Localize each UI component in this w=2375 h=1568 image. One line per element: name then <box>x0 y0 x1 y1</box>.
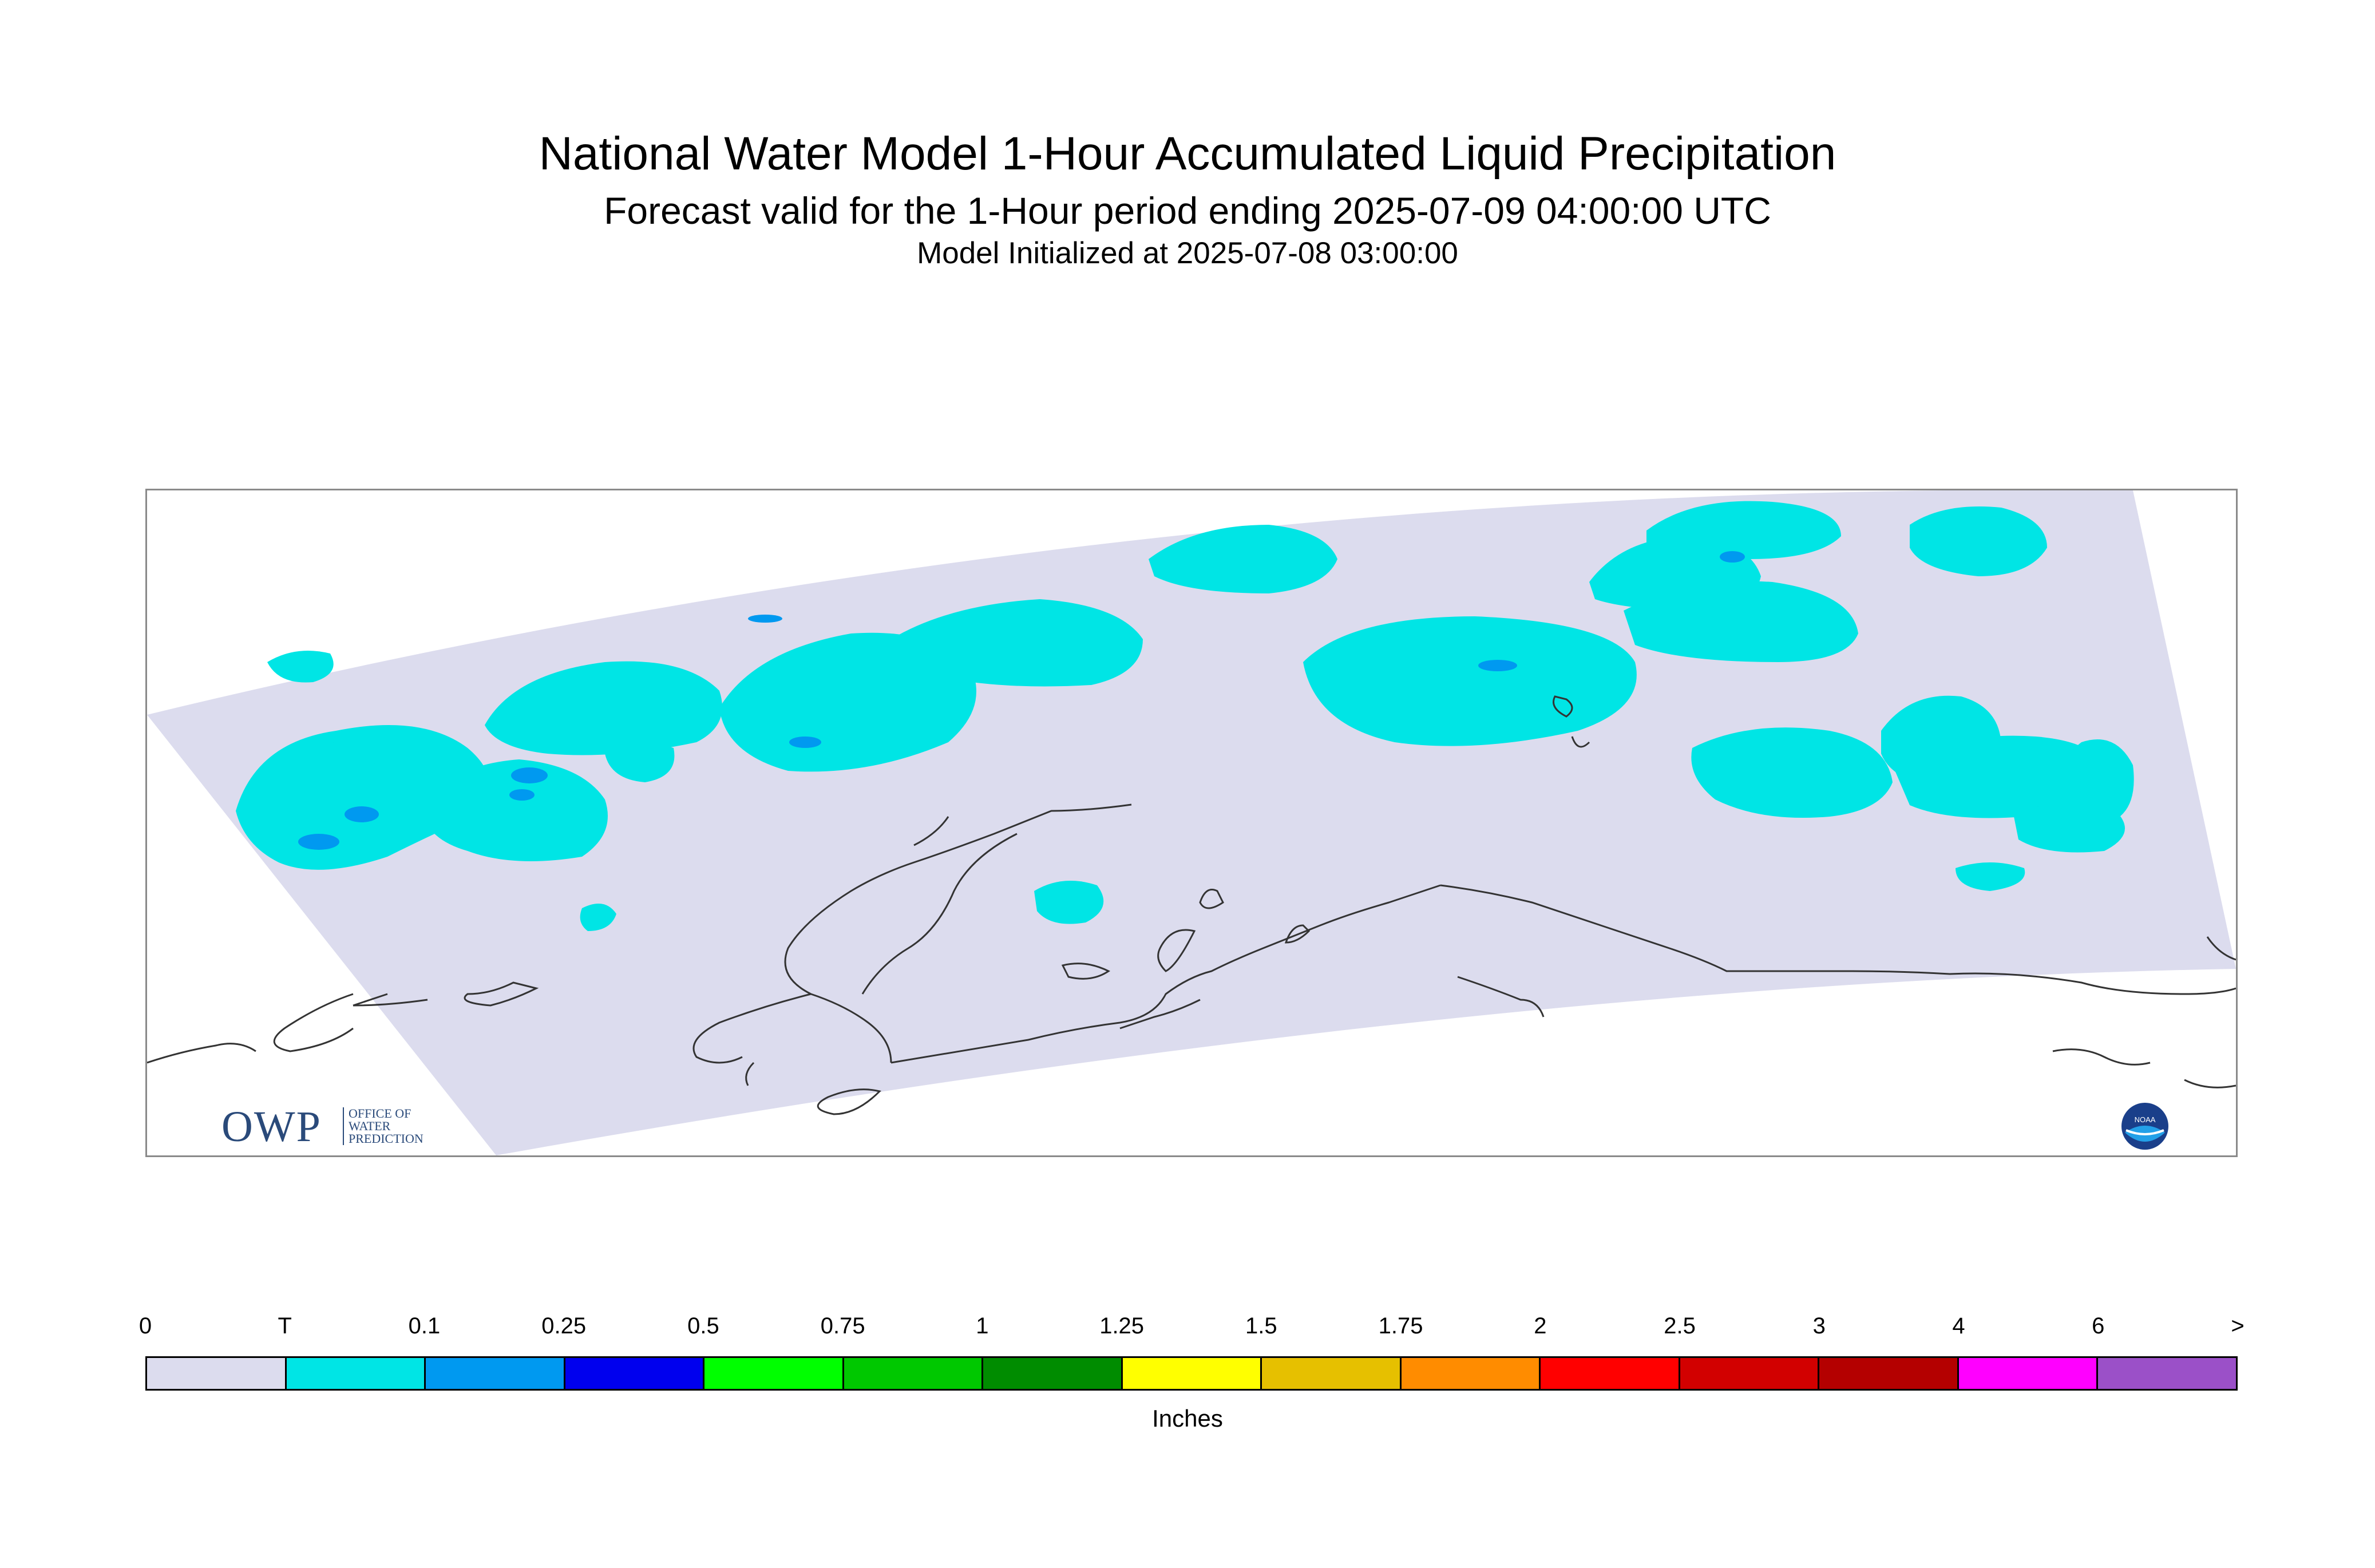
legend-tick-label: > <box>2231 1313 2245 1339</box>
legend-swatch <box>565 1358 705 1389</box>
map-title: National Water Model 1-Hour Accumulated … <box>539 128 1836 180</box>
noaa-logo-text: NOAA <box>2135 1115 2156 1124</box>
legend-swatch <box>1680 1358 1820 1389</box>
noaa-logo-icon: NOAA <box>2121 1103 2168 1150</box>
legend-swatch <box>704 1358 844 1389</box>
legend-tick-label: 1 <box>976 1313 989 1339</box>
legend-swatch <box>1401 1358 1541 1389</box>
legend-swatch <box>147 1358 287 1389</box>
map-canvas <box>147 490 2236 1155</box>
owp-line-1: OFFICE OF <box>349 1106 411 1120</box>
precip-light-areas <box>298 551 1745 850</box>
owp-line-2: WATER <box>349 1119 391 1133</box>
legend-tick-label: 1.5 <box>1245 1313 1277 1339</box>
legend-swatch <box>286 1358 426 1389</box>
legend-swatch <box>2098 1358 2236 1389</box>
legend-swatch <box>1958 1358 2099 1389</box>
legend-tick-label: 0.75 <box>820 1313 865 1339</box>
legend-unit-label: Inches <box>1152 1405 1223 1432</box>
legend-tick-label: 0.5 <box>687 1313 719 1339</box>
legend-labels: 0 T 0.1 0.25 0.5 0.75 1 1.25 1.5 1.75 2 2.5 3 4 6 > <box>139 1313 2245 1348</box>
legend-tick-label: 1.75 <box>1378 1313 1423 1339</box>
map-panel: OWP OFFICE OF WATER PREDICTION NOAA <box>145 489 2238 1157</box>
legend-tick-label: 2 <box>1534 1313 1547 1339</box>
coastlines <box>147 695 2236 1115</box>
legend-swatch <box>1122 1358 1262 1389</box>
legend-tick-label: 4 <box>1952 1313 1965 1339</box>
owp-line-3: PREDICTION <box>349 1131 423 1146</box>
model-init-line: Model Initialized at 2025-07-08 03:00:00 <box>917 236 1458 270</box>
legend-tick-label: 2.5 <box>1664 1313 1696 1339</box>
legend-color-bar <box>145 1356 2238 1391</box>
legend-tick-label: 1.25 <box>1099 1313 1145 1339</box>
legend-tick-label: 0.25 <box>541 1313 587 1339</box>
legend-tick-label: 6 <box>2092 1313 2105 1339</box>
owp-logo: OWP OFFICE OF WATER PREDICTION <box>221 1104 462 1150</box>
legend-swatch <box>1541 1358 1680 1389</box>
legend-swatch <box>1262 1358 1402 1389</box>
legend-swatch <box>844 1358 984 1389</box>
map-subtitle: Forecast valid for the 1-Hour period end… <box>604 189 1771 232</box>
legend-swatch <box>983 1358 1123 1389</box>
precip-trace-areas <box>236 501 2134 931</box>
legend-tick-label: 0.1 <box>408 1313 441 1339</box>
legend-tick-label: 0 <box>138 1313 152 1339</box>
owp-logo-text: OFFICE OF WATER PREDICTION <box>343 1107 463 1145</box>
owp-logo-wordmark: OWP <box>221 1103 322 1151</box>
legend-tick-label: T <box>278 1313 292 1339</box>
legend-tick-label: 3 <box>1812 1313 1826 1339</box>
legend-swatch <box>1819 1358 1959 1389</box>
legend-swatch <box>426 1358 565 1389</box>
